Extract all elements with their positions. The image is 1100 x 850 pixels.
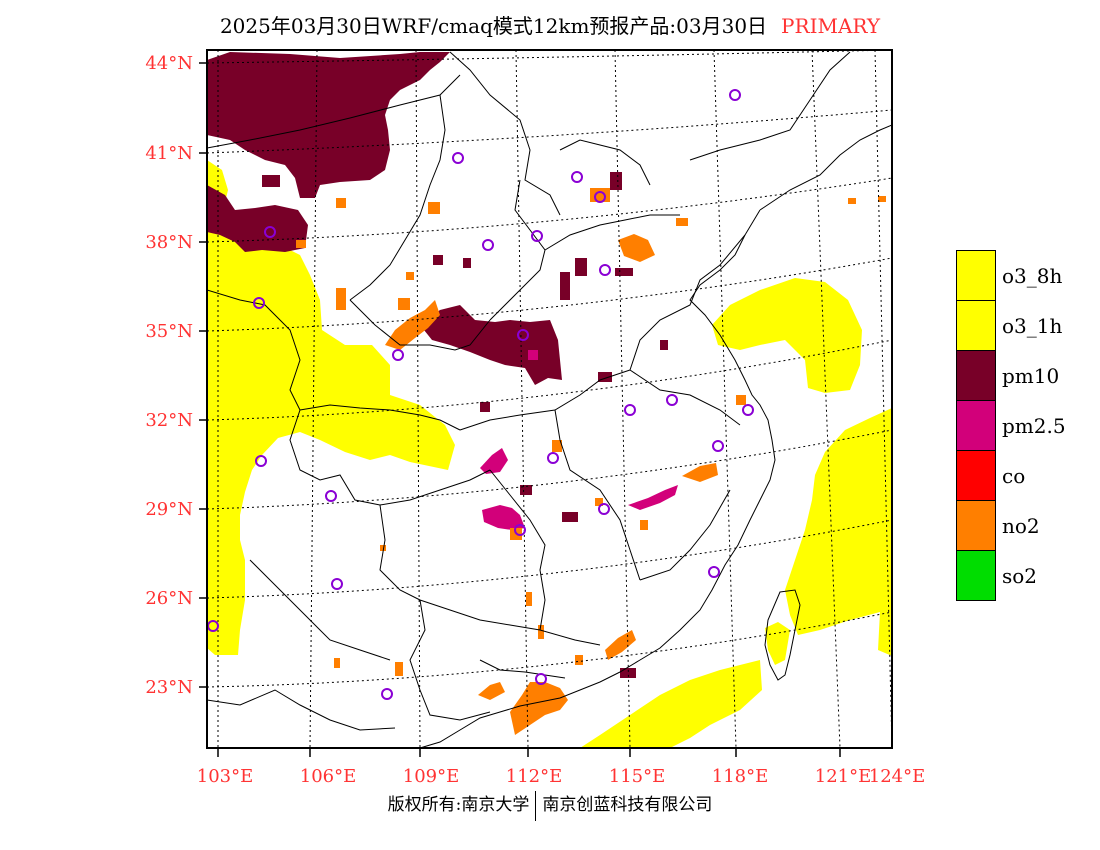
station-marker-icon	[255, 455, 267, 467]
pm10-regions	[207, 52, 668, 678]
coastline	[419, 234, 776, 748]
lon-label: 115°E	[609, 766, 666, 787]
station-marker-icon	[392, 349, 404, 361]
lat-ticks	[199, 62, 207, 688]
legend-swatch	[956, 400, 996, 451]
o3-yellow-sea	[712, 278, 862, 393]
no2-pearl-river	[510, 682, 568, 735]
pm10-central	[420, 305, 562, 385]
o3-south-sea	[580, 660, 762, 748]
legend-label: pm10	[1002, 364, 1060, 388]
station-marker-icon	[598, 503, 610, 515]
lon-label: 103°E	[197, 766, 254, 787]
no2-guangzhou-east	[478, 682, 505, 700]
lat-label: 23°N	[145, 677, 193, 698]
station-marker-icon	[253, 297, 265, 309]
station-marker-icon	[729, 89, 741, 101]
lon-label: 121°E	[815, 766, 872, 787]
station-marker-icon	[666, 394, 678, 406]
map-border	[206, 49, 893, 749]
title-text: 2025年03月30日WRF/cmaq模式12km预报产品:03月30日	[219, 14, 768, 38]
pm25-east-strip	[628, 485, 678, 510]
copyright-left: 版权所有:南京大学	[387, 795, 530, 815]
lon-label: 118°E	[712, 766, 769, 787]
legend-label: so2	[1002, 564, 1038, 588]
legend-label: o3_1h	[1002, 314, 1063, 338]
legend-swatch	[956, 450, 996, 501]
station-marker-icon	[624, 404, 636, 416]
station-marker-icon	[535, 673, 547, 685]
no2-fujian	[605, 630, 636, 660]
map-title: 2025年03月30日WRF/cmaq模式12km预报产品:03月30日 PRIM…	[0, 10, 1100, 39]
province-boundaries	[207, 51, 892, 731]
station-marker-icon	[712, 440, 724, 452]
station-marker-icon	[264, 226, 276, 238]
legend-swatch	[956, 250, 996, 301]
station-marker-icon	[742, 404, 754, 416]
lat-label: 41°N	[145, 143, 193, 164]
station-marker-icon	[599, 264, 611, 276]
lat-label: 26°N	[145, 588, 193, 609]
legend-label: no2	[1002, 514, 1040, 538]
legend-label: pm2.5	[1002, 414, 1066, 438]
station-marker-icon	[482, 239, 494, 251]
station-marker-icon	[331, 578, 343, 590]
title-tag: PRIMARY	[781, 14, 881, 38]
station-marker-icon	[547, 452, 559, 464]
station-marker-icon	[514, 524, 526, 536]
no2-zhejiang	[682, 463, 718, 482]
lon-labels: 103°E 106°E 109°E 112°E 115°E 118°E 121°…	[197, 766, 926, 787]
station-marker-icon	[531, 230, 543, 242]
lon-label: 106°E	[300, 766, 357, 787]
station-marker-icon	[381, 688, 393, 700]
pm25-regions	[480, 350, 678, 530]
lat-label: 38°N	[145, 232, 193, 253]
lat-labels: 44°N 41°N 38°N 35°N 32°N 29°N 26°N 23°N	[145, 53, 193, 698]
copyright-right: 南京创蓝科技有限公司	[542, 795, 713, 815]
lon-label: 124°E	[869, 766, 926, 787]
lat-label: 29°N	[145, 499, 193, 520]
o3-east-sea	[785, 408, 892, 656]
station-marker-icon	[571, 171, 583, 183]
legend-label: o3_8h	[1002, 264, 1063, 288]
station-marker-icon	[325, 490, 337, 502]
lat-label: 32°N	[145, 410, 193, 431]
legend-swatch	[956, 350, 996, 401]
station-marker-icon	[517, 329, 529, 341]
pm25-hubei	[480, 448, 508, 474]
pm10-north-band	[207, 52, 450, 198]
pm10-west-patch	[207, 185, 308, 252]
lat-label: 35°N	[145, 321, 193, 342]
o3-regions	[207, 160, 892, 748]
pm25-central-south	[482, 505, 525, 530]
lon-ticks	[217, 748, 841, 757]
o3-taiwan	[765, 622, 790, 665]
legend-swatch	[956, 550, 996, 601]
graticule	[207, 50, 892, 748]
station-marker-icon	[594, 191, 606, 203]
station-markers	[207, 89, 754, 700]
no2-shandong	[618, 234, 655, 262]
footer-divider	[535, 790, 537, 821]
no2-xian	[385, 300, 440, 350]
station-marker-icon	[708, 566, 720, 578]
copyright-footer: 版权所有:南京大学 南京创蓝科技有限公司	[0, 790, 1100, 821]
lon-label: 112°E	[506, 766, 563, 787]
station-marker-icon	[452, 152, 464, 164]
lon-label: 109°E	[403, 766, 460, 787]
taiwan-outline	[764, 589, 801, 681]
lat-label: 44°N	[145, 53, 193, 74]
legend-swatch	[956, 300, 996, 351]
legend-label: co	[1002, 464, 1026, 488]
legend-swatch	[956, 500, 996, 551]
o3-west-region	[207, 160, 455, 655]
